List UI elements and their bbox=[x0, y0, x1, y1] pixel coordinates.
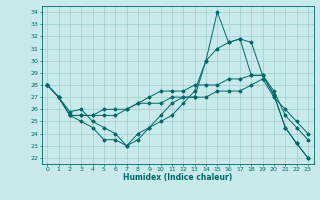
X-axis label: Humidex (Indice chaleur): Humidex (Indice chaleur) bbox=[123, 173, 232, 182]
